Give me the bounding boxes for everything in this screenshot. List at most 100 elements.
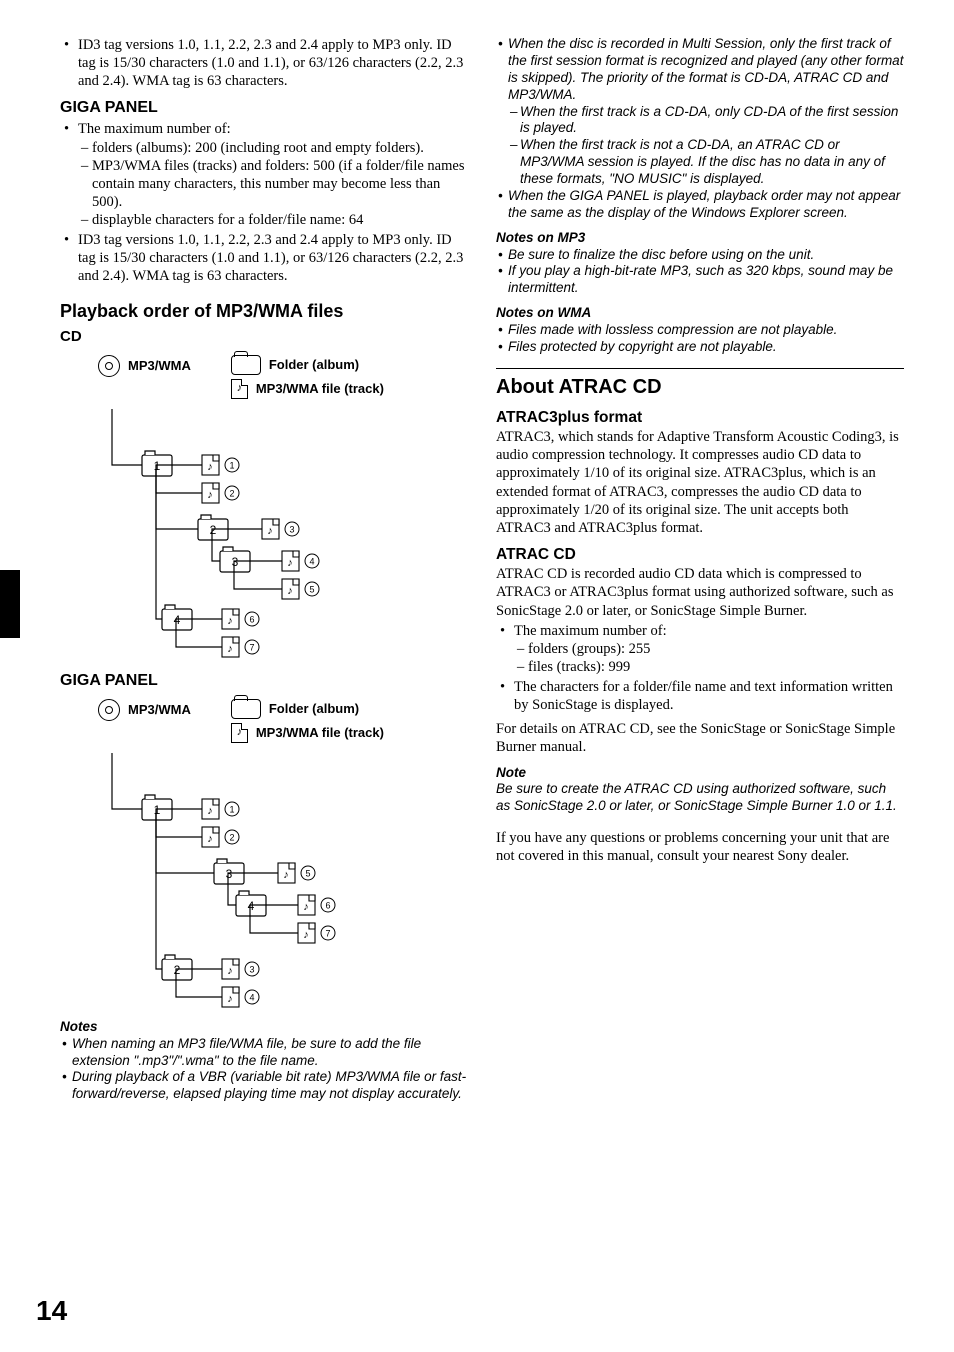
svg-text:7: 7 bbox=[249, 642, 254, 652]
svg-text:1: 1 bbox=[154, 803, 161, 817]
page-number: 14 bbox=[36, 1293, 67, 1328]
note-heading: Note bbox=[496, 765, 904, 782]
list-item: When the first track is a CD-DA, only CD… bbox=[520, 104, 904, 138]
list-item: files (tracks): 999 bbox=[528, 658, 904, 676]
list-item: folders (groups): 255 bbox=[528, 640, 904, 658]
right-column: When the disc is recorded in Multi Sessi… bbox=[496, 36, 904, 1103]
svg-text:♪: ♪ bbox=[267, 525, 273, 537]
svg-text:3: 3 bbox=[232, 555, 239, 569]
svg-text:♪: ♪ bbox=[207, 489, 213, 501]
note-para: Be sure to create the ATRAC CD using aut… bbox=[496, 781, 904, 815]
wma-notes-heading: Notes on WMA bbox=[496, 305, 904, 322]
svg-text:♪: ♪ bbox=[303, 901, 309, 913]
tree-giga-svg: 1 3 4 2 ♪ 1 ♪ 2 ♪ 5 ♪ 6 bbox=[98, 753, 378, 1009]
svg-text:3: 3 bbox=[226, 867, 233, 881]
svg-text:1: 1 bbox=[229, 804, 234, 814]
top-notes-dash: When the first track is a CD-DA, only CD… bbox=[508, 104, 904, 188]
atrac3plus-heading: ATRAC3plus format bbox=[496, 408, 904, 427]
cd-heading: CD bbox=[60, 328, 468, 347]
list-item: When naming an MP3 file/WMA file, be sur… bbox=[72, 1036, 468, 1070]
legend-file: MP3/WMA file (track) bbox=[256, 725, 384, 741]
list-item: Files protected by copyright are not pla… bbox=[508, 339, 904, 356]
list-item: The maximum number of: folders (albums):… bbox=[78, 120, 468, 229]
tree-root-label: MP3/WMA bbox=[128, 702, 191, 718]
list-item: folders (albums): 200 (including root an… bbox=[92, 139, 468, 157]
atrac-dash-list: folders (groups): 255 files (tracks): 99… bbox=[514, 640, 904, 676]
mp3-notes-list: Be sure to finalize the disc before usin… bbox=[496, 247, 904, 298]
tree-cd-svg: 1 2 3 4 ♪ 1 ♪ 2 ♪ 3 ♪ 4 bbox=[98, 409, 378, 659]
atrac-bullet-list: The maximum number of: folders (groups):… bbox=[496, 622, 904, 715]
list-item-text: The maximum number of: bbox=[78, 121, 231, 137]
svg-text:3: 3 bbox=[249, 964, 254, 974]
list-item-text: The maximum number of: bbox=[514, 623, 667, 639]
atrac-cd-heading: ATRAC CD bbox=[496, 545, 904, 564]
svg-text:♪: ♪ bbox=[303, 929, 309, 941]
svg-text:♪: ♪ bbox=[227, 615, 233, 627]
svg-text:5: 5 bbox=[309, 584, 314, 594]
tree-root-label: MP3/WMA bbox=[128, 358, 191, 374]
svg-text:4: 4 bbox=[174, 613, 181, 627]
giga-bullet-list: The maximum number of: folders (albums):… bbox=[60, 120, 468, 285]
tree-diagram-giga: MP3/WMA Folder (album) MP3/WMA file (tra… bbox=[98, 699, 468, 1009]
svg-text:♪: ♪ bbox=[227, 993, 233, 1005]
svg-text:2: 2 bbox=[229, 488, 234, 498]
note-text: When the disc is recorded in Multi Sessi… bbox=[508, 36, 903, 102]
disc-icon bbox=[98, 355, 120, 377]
legend-file: MP3/WMA file (track) bbox=[256, 381, 384, 397]
legend-folder: Folder (album) bbox=[269, 357, 359, 373]
svg-text:4: 4 bbox=[249, 992, 254, 1002]
list-item: During playback of a VBR (variable bit r… bbox=[72, 1069, 468, 1103]
svg-text:1: 1 bbox=[229, 460, 234, 470]
svg-text:3: 3 bbox=[289, 524, 294, 534]
atrac-cd-para1: ATRAC CD is recorded audio CD data which… bbox=[496, 565, 904, 619]
svg-text:♪: ♪ bbox=[227, 643, 233, 655]
svg-text:♪: ♪ bbox=[287, 557, 293, 569]
mp3-notes-heading: Notes on MP3 bbox=[496, 230, 904, 247]
legend-folder: Folder (album) bbox=[269, 701, 359, 717]
giga-panel-heading-2: GIGA PANEL bbox=[60, 671, 468, 691]
giga-dash-list: folders (albums): 200 (including root an… bbox=[78, 139, 468, 230]
disc-icon bbox=[98, 699, 120, 721]
svg-text:1: 1 bbox=[154, 459, 161, 473]
list-item: The characters for a folder/file name an… bbox=[514, 678, 904, 714]
svg-text:2: 2 bbox=[229, 832, 234, 842]
list-item: When the GIGA PANEL is played, playback … bbox=[508, 188, 904, 222]
svg-text:2: 2 bbox=[174, 963, 181, 977]
playback-order-heading: Playback order of MP3/WMA files bbox=[60, 300, 468, 323]
atrac-cd-para2: For details on ATRAC CD, see the SonicSt… bbox=[496, 720, 904, 756]
file-icon bbox=[231, 379, 248, 399]
notes-list: When naming an MP3 file/WMA file, be sur… bbox=[60, 1036, 468, 1104]
svg-text:5: 5 bbox=[305, 868, 310, 878]
svg-text:♪: ♪ bbox=[207, 805, 213, 817]
list-item: The maximum number of: folders (groups):… bbox=[514, 622, 904, 676]
list-item: When the first track is not a CD-DA, an … bbox=[520, 137, 904, 188]
notes-heading: Notes bbox=[60, 1019, 468, 1036]
list-item: ID3 tag versions 1.0, 1.1, 2.2, 2.3 and … bbox=[78, 36, 468, 90]
svg-text:♪: ♪ bbox=[207, 461, 213, 473]
tree-diagram-cd: MP3/WMA Folder (album) MP3/WMA file (tra… bbox=[98, 355, 468, 659]
svg-text:4: 4 bbox=[309, 556, 314, 566]
list-item: If you play a high-bit-rate MP3, such as… bbox=[508, 263, 904, 297]
list-item: ID3 tag versions 1.0, 1.1, 2.2, 2.3 and … bbox=[78, 231, 468, 285]
closing-para: If you have any questions or problems co… bbox=[496, 829, 904, 865]
wma-notes-list: Files made with lossless compression are… bbox=[496, 322, 904, 356]
svg-text:4: 4 bbox=[248, 899, 255, 913]
about-atrac-heading: About ATRAC CD bbox=[496, 368, 904, 400]
svg-text:♪: ♪ bbox=[283, 869, 289, 881]
list-item: Be sure to finalize the disc before usin… bbox=[508, 247, 904, 264]
list-item: MP3/WMA files (tracks) and folders: 500 … bbox=[92, 157, 468, 211]
svg-text:♪: ♪ bbox=[227, 965, 233, 977]
top-bullet-list: ID3 tag versions 1.0, 1.1, 2.2, 2.3 and … bbox=[60, 36, 468, 90]
svg-text:♪: ♪ bbox=[287, 585, 293, 597]
svg-text:2: 2 bbox=[210, 523, 217, 537]
top-notes-right: When the disc is recorded in Multi Sessi… bbox=[496, 36, 904, 222]
list-item: displayble characters for a folder/file … bbox=[92, 211, 468, 229]
file-icon bbox=[231, 723, 248, 743]
list-item: When the disc is recorded in Multi Sessi… bbox=[508, 36, 904, 188]
list-item: Files made with lossless compression are… bbox=[508, 322, 904, 339]
atrac3plus-para: ATRAC3, which stands for Adaptive Transf… bbox=[496, 428, 904, 537]
folder-icon bbox=[231, 699, 261, 719]
svg-text:6: 6 bbox=[325, 900, 330, 910]
svg-text:6: 6 bbox=[249, 614, 254, 624]
svg-text:7: 7 bbox=[325, 928, 330, 938]
